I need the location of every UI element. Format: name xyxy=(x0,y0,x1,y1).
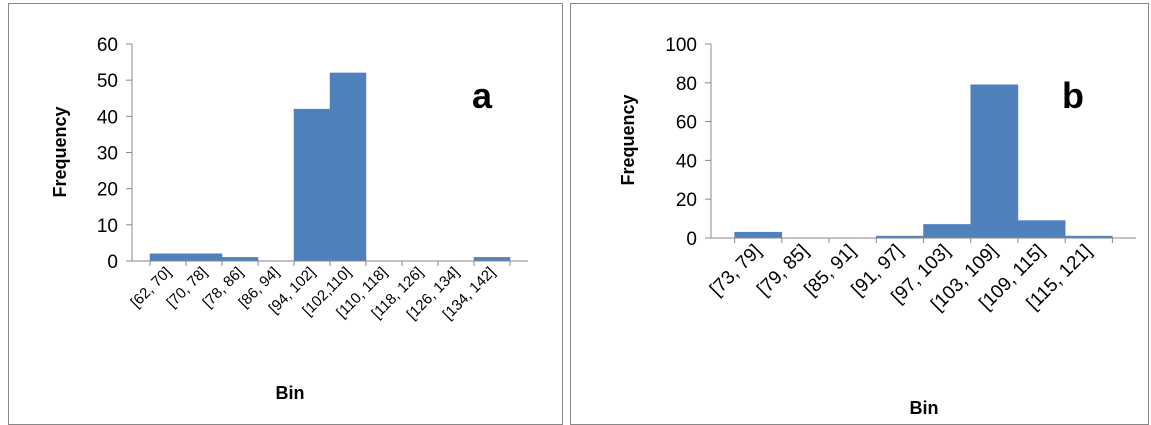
y-tick-label: 0 xyxy=(686,229,697,250)
y-tick-label: 20 xyxy=(97,180,118,201)
y-tick-label: 100 xyxy=(665,35,697,56)
y-axis-label: Frequency xyxy=(50,106,70,197)
y-tick-label: 40 xyxy=(97,107,118,128)
histogram-bar xyxy=(221,257,259,262)
x-axis-label: Bin xyxy=(910,398,939,418)
y-tick-label: 0 xyxy=(107,252,118,273)
histogram-bar xyxy=(149,253,187,262)
y-tick-label: 10 xyxy=(97,216,118,237)
histogram-bar xyxy=(185,253,223,262)
x-axis-label: Bin xyxy=(276,383,305,403)
y-tick-label: 30 xyxy=(97,144,118,165)
y-tick-label: 40 xyxy=(676,151,697,172)
histogram-bar xyxy=(473,257,511,262)
panel-b-frame xyxy=(570,3,1149,425)
y-axis-label: Frequency xyxy=(618,94,638,185)
histogram-bar xyxy=(923,224,971,239)
histogram-bar xyxy=(329,72,367,262)
x-tick-label: [85, 91] xyxy=(801,241,861,301)
y-tick-label: 50 xyxy=(97,71,118,92)
panel-label: b xyxy=(1062,75,1084,116)
x-tick-label: [73, 79] xyxy=(706,241,766,301)
y-tick-label: 60 xyxy=(97,35,118,56)
histogram-bar xyxy=(1017,220,1066,239)
y-tick-label: 60 xyxy=(676,113,697,134)
histogram-bar xyxy=(293,108,331,262)
y-tick-label: 80 xyxy=(676,74,697,95)
y-tick-label: 20 xyxy=(676,190,697,211)
panel-a-frame xyxy=(8,3,563,425)
panel-label: a xyxy=(472,75,493,116)
x-tick-label: [79, 85] xyxy=(753,241,813,301)
histogram-bar xyxy=(734,231,783,239)
histogram-bar xyxy=(970,84,1019,239)
